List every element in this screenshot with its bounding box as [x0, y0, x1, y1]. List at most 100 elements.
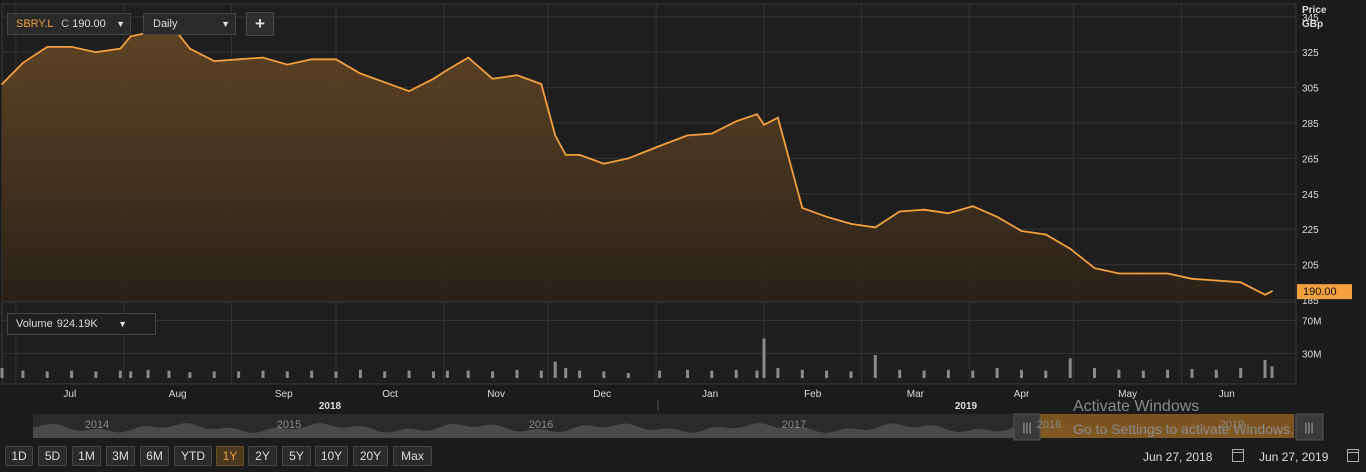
ticker-symbol: SBRY.L — [16, 18, 54, 30]
volume-bar — [445, 370, 449, 378]
price-area-fill — [2, 22, 1272, 300]
price-point — [1020, 230, 1023, 232]
volume-bar — [971, 370, 975, 378]
chevron-down-icon: ▼ — [116, 19, 125, 29]
price-point — [359, 72, 362, 75]
date-from[interactable]: Jun 27, 2018 — [1143, 447, 1213, 467]
volume-bar — [237, 371, 241, 378]
price-point — [22, 62, 24, 64]
close-prefix: C — [61, 18, 70, 30]
volume-bar — [825, 370, 829, 378]
price-point — [763, 123, 765, 126]
volume-bar — [167, 370, 171, 378]
volume-bar — [466, 370, 470, 378]
volume-bar — [383, 371, 387, 378]
price-tick-label: 285 — [1302, 119, 1319, 130]
volume-indicator-select[interactable]: Volume 924.19K ▼ — [7, 313, 156, 335]
month-tick-label: Oct — [382, 389, 398, 400]
volume-bar — [1166, 369, 1170, 378]
price-point — [540, 83, 543, 85]
calendar-icon[interactable] — [1232, 449, 1244, 462]
price-point — [237, 58, 240, 61]
price-point — [603, 162, 605, 165]
volume-bar — [94, 371, 98, 378]
chevron-down-icon: ▼ — [221, 19, 230, 29]
price-point — [1118, 272, 1120, 275]
range-button-5d[interactable]: 5D — [38, 446, 67, 466]
price-point — [554, 134, 557, 137]
range-button-ytd[interactable]: YTD — [174, 446, 212, 466]
volume-bar — [734, 369, 738, 378]
price-point — [564, 154, 567, 156]
volume-pane — [1, 301, 1297, 385]
month-tick-label: Nov — [487, 389, 505, 400]
price-point — [1239, 281, 1242, 284]
date-to[interactable]: Jun 27, 2019 — [1259, 447, 1329, 467]
range-button-2y[interactable]: 2Y — [248, 446, 277, 466]
add-study-button[interactable]: + — [246, 12, 274, 36]
volume-bar — [1020, 369, 1023, 378]
range-button-max[interactable]: Max — [393, 446, 432, 466]
volume-bar — [755, 370, 759, 378]
price-axis-title: Price — [1302, 5, 1327, 16]
range-button-10y[interactable]: 10Y — [315, 446, 348, 466]
month-tick-label: Feb — [804, 389, 822, 400]
price-point — [129, 35, 132, 38]
volume-bar — [70, 370, 74, 378]
volume-bar — [1117, 369, 1121, 378]
price-point — [213, 60, 216, 62]
volume-bar — [564, 368, 568, 378]
navigator-silhouette — [33, 423, 1290, 438]
volume-bar — [261, 370, 265, 378]
price-point — [1093, 267, 1096, 269]
volume-bar — [1093, 368, 1096, 378]
navigator-year-label: 2016 — [529, 419, 553, 431]
range-button-1m[interactable]: 1M — [72, 446, 101, 466]
drag-handle-icon: ||| — [1022, 420, 1031, 434]
price-tick-label: 265 — [1302, 154, 1319, 165]
navigator-year-label: 2018 — [1037, 419, 1061, 431]
price-point — [1044, 233, 1047, 236]
volume-bar — [1270, 366, 1274, 378]
price-point — [467, 56, 470, 59]
range-button-1y[interactable]: 1Y — [216, 446, 244, 466]
volume-bar — [578, 370, 582, 378]
symbol-selector[interactable]: SBRY.L C 190.00 ▼ — [7, 13, 131, 35]
price-tick-label: 205 — [1302, 261, 1319, 272]
volume-value: 924.19K — [56, 318, 98, 330]
price-point — [46, 46, 49, 48]
navigator-year-label: 2014 — [85, 419, 109, 431]
range-button-6m[interactable]: 6M — [140, 446, 169, 466]
range-button-3m[interactable]: 3M — [106, 446, 135, 466]
price-point — [1069, 247, 1072, 250]
volume-bar — [1263, 359, 1267, 378]
navigator-handle-left — [1013, 413, 1041, 441]
volume-bar — [310, 370, 314, 378]
volume-bar — [491, 371, 495, 378]
price-point — [801, 207, 804, 209]
volume-bar — [922, 370, 926, 378]
calendar-icon[interactable] — [1347, 449, 1359, 462]
volume-bar — [995, 368, 999, 378]
watermark-title: Activate Windows — [1073, 398, 1200, 415]
price-point — [947, 212, 950, 215]
price-tick-label: 225 — [1302, 225, 1319, 236]
price-point — [335, 58, 337, 61]
price-point — [627, 157, 630, 160]
chevron-down-icon: ▼ — [118, 319, 127, 329]
interval-select[interactable]: Daily ▼ — [143, 13, 236, 35]
volume-bar — [21, 370, 25, 378]
range-button-20y[interactable]: 20Y — [353, 446, 388, 466]
volume-bar — [946, 369, 950, 378]
range-button-1d[interactable]: 1D — [5, 446, 33, 466]
price-point — [408, 90, 410, 93]
volume-bar — [0, 368, 4, 378]
volume-bar — [1044, 370, 1048, 378]
month-tick-label: Jul — [63, 389, 76, 400]
range-button-5y[interactable]: 5Y — [282, 446, 311, 466]
volume-bar — [1068, 358, 1072, 378]
price-point — [777, 116, 779, 119]
price-point — [446, 69, 449, 71]
price-point — [971, 205, 974, 208]
